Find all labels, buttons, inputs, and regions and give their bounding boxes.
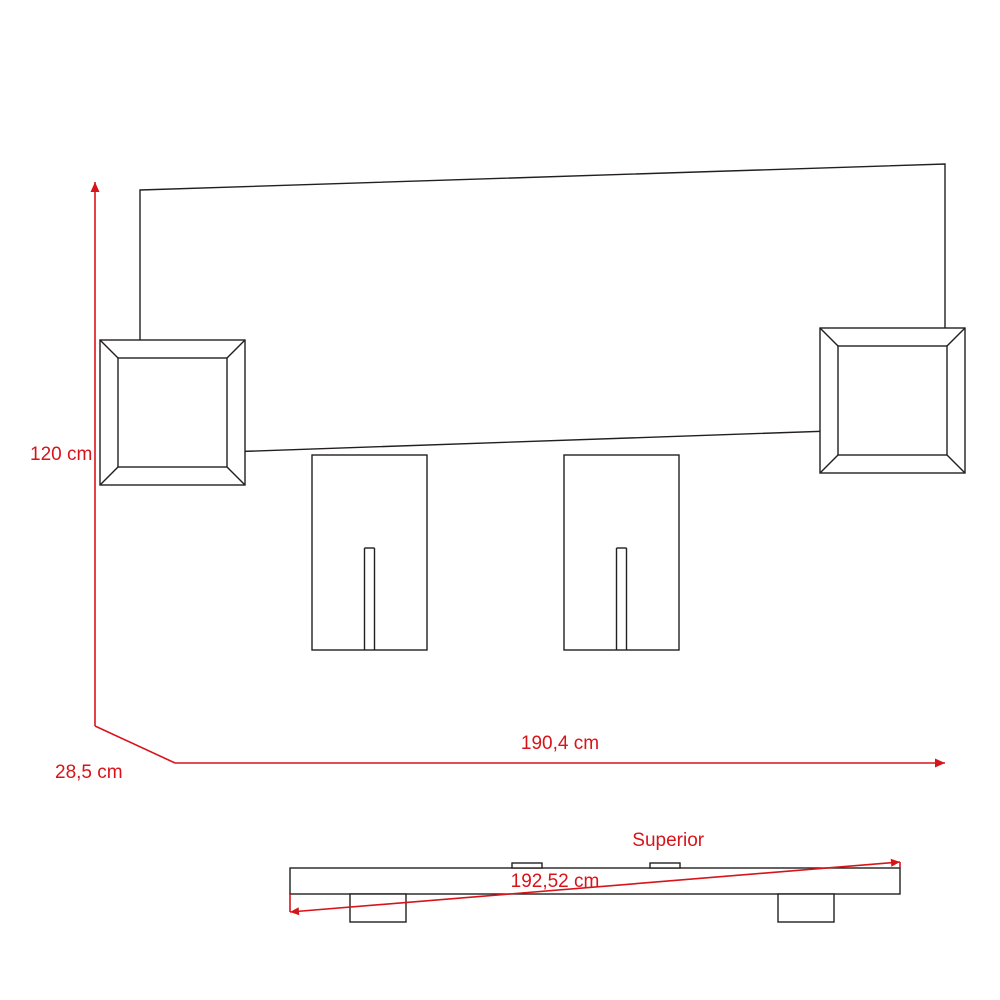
topview-width-label: 192,52 cm bbox=[511, 871, 600, 892]
topview-leg-left bbox=[350, 894, 406, 922]
superior-label: Superior bbox=[632, 830, 704, 851]
main-view bbox=[100, 164, 965, 650]
topview-tab-2 bbox=[650, 863, 680, 868]
height-label: 120 cm bbox=[30, 444, 92, 465]
width-label: 190,4 cm bbox=[521, 733, 599, 754]
left-cube-shelf bbox=[100, 340, 245, 485]
topview-tab-1 bbox=[512, 863, 542, 868]
right-cube-shelf bbox=[820, 328, 965, 473]
depth-label: 28,5 cm bbox=[55, 762, 123, 783]
support-leg-2 bbox=[564, 455, 679, 650]
top-view: Superior 192,52 cm bbox=[290, 830, 900, 922]
topview-leg-right bbox=[778, 894, 834, 922]
support-leg-1 bbox=[312, 455, 427, 650]
